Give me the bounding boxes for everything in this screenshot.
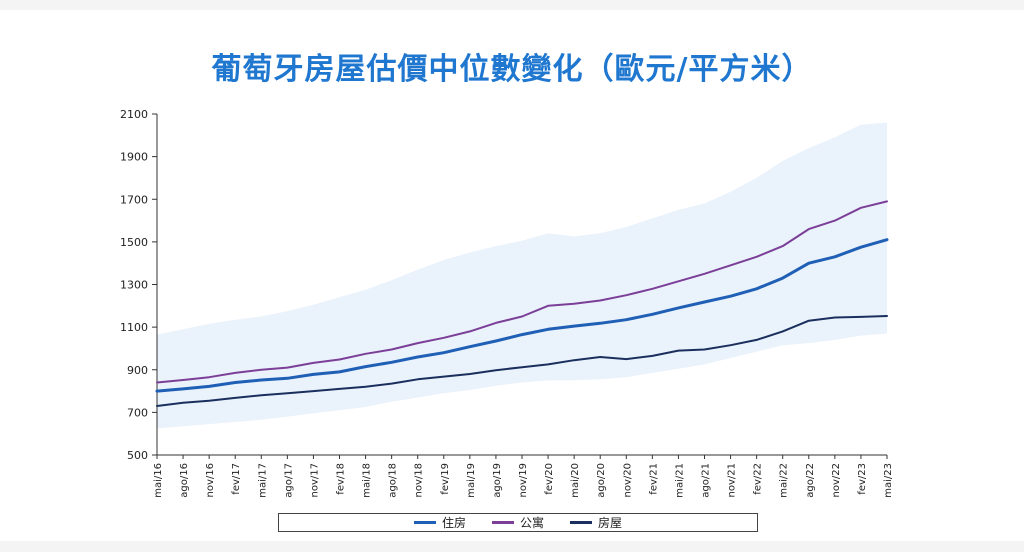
axes: 500 700 900 1100 1300 1500 1700 1900 2100 mai/16 a… [120, 108, 894, 498]
legend-swatch [491, 521, 514, 524]
x-tick-label: mai/21 [674, 463, 685, 498]
x-tick-label: nov/18 [414, 463, 425, 497]
x-tick-label: nov/20 [622, 463, 633, 497]
x-tick-label: nov/19 [518, 463, 529, 497]
series-lines [155, 200, 889, 407]
x-tick-label: fev/23 [857, 463, 868, 495]
chart-title: 葡萄牙房屋估價中位數變化（歐元/平方米） [211, 52, 813, 87]
legend-label: 住房 [441, 516, 466, 530]
y-tick-label: 700 [127, 406, 148, 419]
y-tick-label: 1900 [120, 151, 148, 164]
x-tick-label: mai/18 [362, 463, 373, 498]
y-tick-label: 1100 [120, 321, 148, 334]
legend-label: 公寓 [519, 516, 544, 530]
x-tick-label: ago/22 [805, 463, 816, 498]
x-tick-label: fev/18 [336, 463, 347, 495]
x-tick-label: ago/18 [388, 463, 399, 498]
y-tick-label: 1700 [120, 193, 148, 206]
top-strip [0, 0, 1024, 10]
y-tick-label: 2100 [120, 108, 148, 121]
x-tick-label: nov/16 [205, 463, 216, 497]
x-tick-label: ago/19 [492, 463, 503, 498]
x-tick-label: ago/16 [179, 463, 190, 498]
legend-item: 房屋 [570, 514, 622, 531]
y-tick-label: 900 [127, 364, 148, 377]
series-line [156, 315, 888, 407]
y-tick-label: 1500 [120, 236, 148, 249]
range-band [157, 122, 887, 429]
series-line [155, 238, 889, 393]
x-tick-label: mai/22 [779, 463, 790, 498]
series-line [156, 200, 888, 384]
x-tick-label: ago/21 [701, 463, 712, 498]
y-tick-label: 1300 [120, 279, 148, 292]
x-tick-label: fev/19 [440, 463, 451, 495]
x-tick-label: mai/16 [153, 463, 164, 498]
x-tick-label: fev/17 [231, 463, 242, 495]
x-tick-label: nov/17 [309, 463, 320, 497]
x-tick-label: mai/19 [466, 463, 477, 498]
x-tick-label: nov/22 [831, 463, 842, 497]
x-tick-label: fev/20 [544, 463, 555, 495]
bottom-strip [0, 541, 1024, 552]
x-tick-label: mai/17 [257, 463, 268, 498]
x-tick-label: fev/22 [753, 463, 764, 495]
legend-item: 公寓 [491, 514, 544, 531]
x-tick-label: ago/20 [596, 463, 607, 498]
x-tick-label: mai/23 [883, 463, 894, 498]
x-tick-label: ago/17 [283, 463, 294, 498]
range-band-area [157, 122, 887, 429]
x-tick-label: nov/21 [727, 463, 738, 497]
y-tick-label: 500 [127, 449, 148, 462]
legend-item: 住房 [413, 514, 466, 531]
x-tick-label: mai/20 [570, 463, 581, 498]
x-tick-label: fev/21 [648, 463, 659, 495]
legend-swatch [570, 521, 592, 524]
legend-swatch [413, 521, 436, 524]
legend: 住房 公寓 房屋 [278, 513, 758, 532]
legend-label: 房屋 [598, 516, 623, 530]
